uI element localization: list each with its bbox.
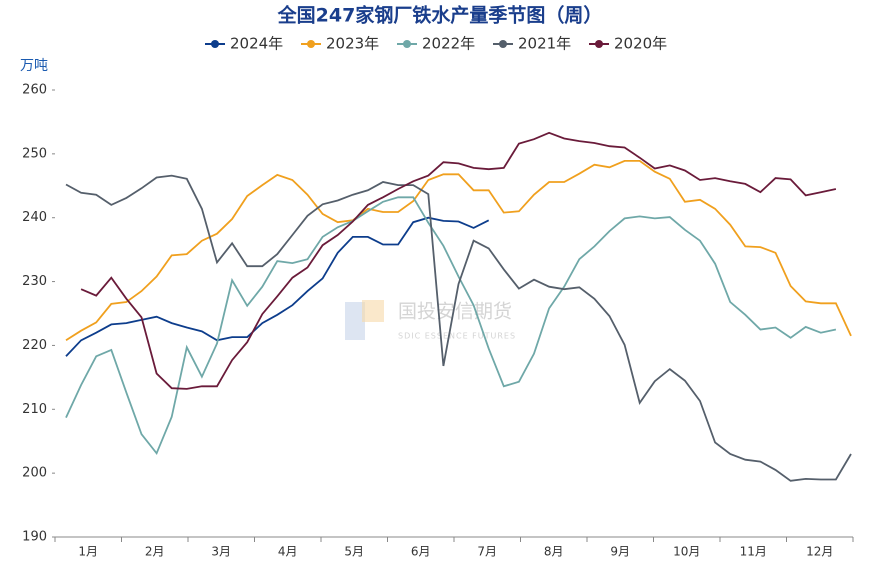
x-tick-label: 3月 <box>211 545 231 559</box>
x-tick-label: 6月 <box>411 545 431 559</box>
watermark-logo <box>362 300 384 322</box>
chart-title: 全国247家钢厂铁水产量季节图（周） <box>277 4 603 27</box>
x-tick-label: 2月 <box>145 545 165 559</box>
x-tick-label: 7月 <box>477 545 497 559</box>
x-tick-label: 4月 <box>278 545 298 559</box>
legend-swatch <box>307 40 315 48</box>
x-tick-label: 9月 <box>610 545 630 559</box>
y-tick-label: 190 <box>22 530 47 545</box>
x-tick-label: 1月 <box>78 545 98 559</box>
y-tick-label: 250 <box>22 146 47 161</box>
legend-label: 2020年 <box>614 35 667 53</box>
x-tick-label: 11月 <box>740 545 767 559</box>
legend-swatch <box>595 40 603 48</box>
x-tick-label: 10月 <box>673 545 700 559</box>
legend-swatch <box>403 40 411 48</box>
y-tick-label: 220 <box>22 338 47 353</box>
x-tick-label: 12月 <box>806 545 833 559</box>
watermark: 国投安信期货 <box>398 301 512 323</box>
y-tick-label: 230 <box>22 274 47 289</box>
series-line <box>65 216 490 357</box>
legend-label: 2024年 <box>230 35 283 53</box>
x-tick-label: 8月 <box>544 545 564 559</box>
legend-label: 2022年 <box>422 35 475 53</box>
series-line <box>65 174 852 482</box>
y-tick-label: 260 <box>22 83 47 98</box>
legend-label: 2023年 <box>326 35 379 53</box>
series-line <box>65 196 837 456</box>
y-tick-label: 210 <box>22 402 47 417</box>
series-line <box>80 131 837 390</box>
legend-swatch <box>211 40 219 48</box>
y-tick-label: 200 <box>22 466 47 481</box>
y-tick-label: 240 <box>22 210 47 225</box>
watermark-sub: SDIC ESSENCE FUTURES <box>398 332 516 341</box>
x-tick-label: 5月 <box>344 545 364 559</box>
legend-label: 2021年 <box>518 35 571 53</box>
y-unit: 万吨 <box>20 58 48 74</box>
watermark-logo <box>345 302 365 340</box>
series-line <box>65 160 852 342</box>
legend-swatch <box>499 40 507 48</box>
